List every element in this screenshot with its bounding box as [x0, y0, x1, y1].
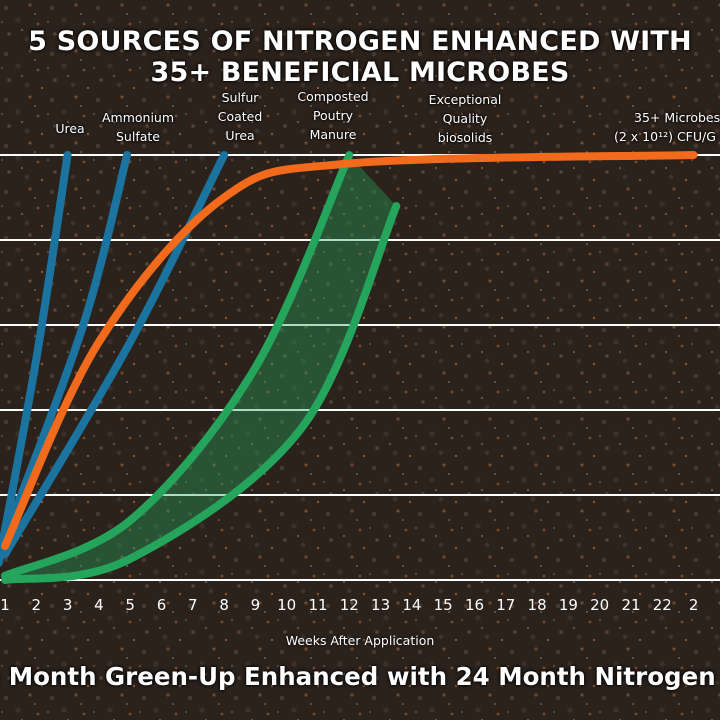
label-biosolids-line-2: Quality: [442, 111, 488, 126]
label-ammonium-sulfate: Ammonium Sulfate: [88, 108, 188, 146]
x-tick-label: 3: [63, 596, 73, 614]
x-tick-label: 2: [32, 596, 42, 614]
x-tick-label: 8: [219, 596, 229, 614]
series-lines: [0, 151, 698, 584]
x-tick-label: 6: [157, 596, 167, 614]
label-ammonium-line-2: Sulfate: [116, 129, 160, 144]
series-line-composted-poutry-manure-lower: [1, 202, 401, 584]
chart-title-line-1: 5 SOURCES OF NITROGEN ENHANCED WITH: [28, 26, 692, 57]
label-biosolids-line-1: Exceptional: [428, 92, 502, 107]
x-tick-label: 16: [465, 596, 484, 614]
label-urea-line: Urea: [55, 121, 85, 136]
x-tick-label: 7: [188, 596, 198, 614]
x-tick-label: 15: [434, 596, 453, 614]
label-urea: Urea: [40, 119, 100, 138]
label-poultry-line-3: Manure: [309, 127, 357, 142]
label-composted-poultry-manure: Composted Poutry Manure: [283, 87, 383, 144]
x-axis-label: Weeks After Application: [285, 633, 435, 648]
footer-caption: ree Month Green-Up Enhanced with 24 Mont…: [0, 662, 720, 696]
x-tick-label: 14: [402, 596, 421, 614]
x-axis-ticks: 1 2 3 4 5 6 7 8 9 10 11 12 13 14 15 16 17 18 19 20 21 22 2: [0, 596, 698, 614]
label-sulfur-coated-urea: Sulfur Coated Urea: [200, 88, 280, 145]
series-line-composted-poutry-manure: [1, 151, 354, 580]
x-tick-label: 4: [94, 596, 104, 614]
label-sulfur-line-2: Coated: [217, 109, 263, 124]
label-sulfur-line-1: Sulfur: [221, 90, 259, 105]
label-biosolids-line-3: biosolids: [437, 130, 493, 145]
x-tick-label: 10: [277, 596, 296, 614]
label-exceptional-quality-biosolids: Exceptional Quality biosolids: [410, 90, 520, 147]
series-line-exceptional-quality-biosolids: [1, 151, 698, 550]
series-line-ammonium-sulfate: [1, 151, 132, 542]
label-poultry-line-1: Composted: [297, 89, 369, 104]
label-poultry-line-2: Poutry: [312, 108, 354, 123]
x-tick-label: 22: [653, 596, 672, 614]
x-tick-label: 12: [340, 596, 359, 614]
label-sulfur-line-3: Urea: [225, 128, 255, 143]
series-band-composted-poutry-manure: [5, 155, 397, 580]
x-tick-label: 2: [689, 596, 699, 614]
x-tick-label: 18: [528, 596, 547, 614]
label-microbes-line-2: (2 x 10¹²) CFU/G: [614, 129, 716, 144]
x-tick-label: 5: [125, 596, 135, 614]
x-tick-label: 21: [621, 596, 640, 614]
x-tick-label: 20: [590, 596, 609, 614]
x-tick-label: 13: [371, 596, 390, 614]
series-line-sulfur-coated-urea: [1, 151, 229, 559]
series-line-urea: [0, 151, 72, 567]
x-tick-label: 17: [496, 596, 515, 614]
x-tick-label: 11: [308, 596, 327, 614]
label-ammonium-line-1: Ammonium: [101, 110, 175, 125]
label-microbes-line-1: 35+ Microbes: [634, 110, 720, 125]
x-tick-label: 9: [251, 596, 261, 614]
x-tick-label: 1: [0, 596, 10, 614]
footer-caption-text: ree Month Green-Up Enhanced with 24 Mont…: [0, 662, 720, 691]
chart-title-line-2: 35+ BENEFICIAL MICROBES: [150, 57, 570, 88]
x-tick-label: 19: [559, 596, 578, 614]
label-microbes: 35+ Microbes (2 x 10¹²) CFU/G: [612, 108, 720, 146]
